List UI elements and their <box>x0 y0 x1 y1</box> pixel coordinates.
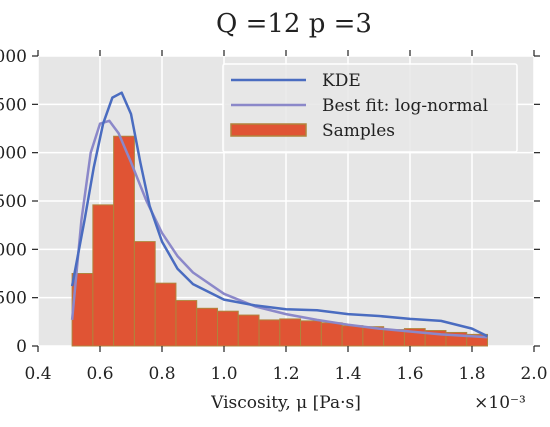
histogram-bar <box>383 329 405 347</box>
y-tick-label: 3000 <box>0 47 27 67</box>
series-lines <box>70 91 489 339</box>
histogram-bars <box>71 135 489 347</box>
chart-title: Q =12 p =3 <box>216 9 372 39</box>
histogram-bar <box>279 318 302 347</box>
histogram-bar <box>320 322 343 347</box>
histogram-bar <box>466 333 489 347</box>
histogram-bar <box>113 135 135 347</box>
y-axis-ticks: 0 500 1000 1500 2000 2500 3000 <box>0 47 540 357</box>
x-tick-label: 0.4 <box>24 364 51 384</box>
histogram-bar <box>216 310 239 347</box>
histogram-bar <box>300 320 322 347</box>
x-tick-label: 0.6 <box>86 364 113 384</box>
legend-samples-swatch <box>230 123 307 137</box>
y-tick-label: 2500 <box>0 95 27 115</box>
x-tick-label: 1.6 <box>396 364 423 384</box>
legend-kde-label: KDE <box>322 71 361 91</box>
x-axis-ticks: 0.4 0.6 0.8 1.0 1.2 1.4 1.6 1.8 2.0 <box>24 50 548 384</box>
x-tick-label: 0.8 <box>148 364 175 384</box>
y-tick-label: 1000 <box>0 240 27 260</box>
x-tick-label: 1.0 <box>210 364 237 384</box>
histogram-bar <box>133 241 156 347</box>
y-tick-label: 1500 <box>0 192 27 212</box>
x-tick-label: 1.4 <box>334 364 361 384</box>
y-tick-label: 2000 <box>0 144 27 164</box>
legend-lognormal-label: Best fit: log-normal <box>322 96 488 116</box>
x-axis-multiplier: ×10⁻³ <box>474 393 526 413</box>
legend: KDE Best fit: log-normal Samples <box>222 63 518 153</box>
x-axis-label: Viscosity, μ [Pa·s] <box>210 393 361 413</box>
y-tick-label: 500 <box>0 289 27 309</box>
histogram-bar <box>175 300 198 347</box>
histogram-bar <box>237 314 260 347</box>
legend-samples-label: Samples <box>322 121 395 141</box>
x-tick-label: 1.2 <box>272 364 299 384</box>
histogram-bar <box>154 282 177 347</box>
x-tick-label: 1.8 <box>458 364 485 384</box>
x-tick-label: 2.0 <box>520 364 547 384</box>
histogram-bar <box>258 319 281 347</box>
histogram-bar <box>196 307 218 347</box>
y-tick-label: 0 <box>16 337 27 357</box>
histogram-bar <box>341 325 364 347</box>
kde-line <box>70 91 489 338</box>
histogram-bar <box>92 204 115 347</box>
